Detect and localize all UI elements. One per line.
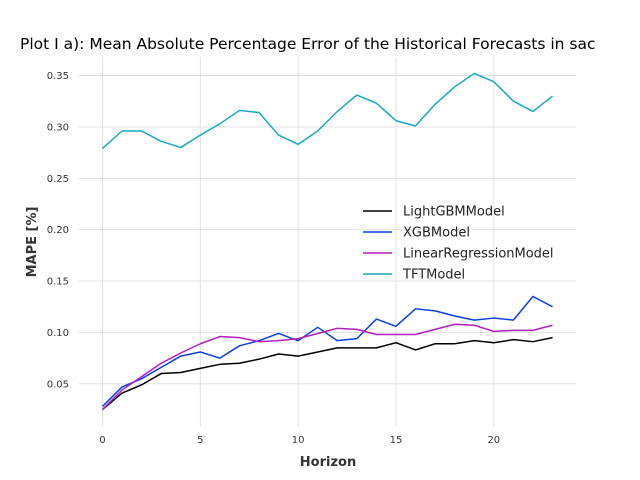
y-axis-label: MAPE [%] (25, 207, 40, 278)
x-axis-ticks: 0 5 10 15 20 (99, 435, 500, 446)
chart-title: Plot I a): Mean Absolute Percentage Erro… (20, 35, 596, 53)
legend-label: LinearRegressionModel (403, 247, 554, 262)
series-lines (101, 72, 553, 411)
legend-label: TFTModel (402, 268, 465, 283)
x-tick-label: 0 (99, 435, 105, 446)
grid (79, 57, 576, 427)
y-tick-label: 0.20 (47, 225, 69, 236)
series-line-tftmodel (101, 72, 553, 150)
legend-label: LightGBMModel (403, 205, 505, 220)
y-tick-label: 0.05 (47, 379, 69, 390)
x-tick-label: 20 (487, 435, 500, 446)
legend-label: XGBModel (403, 226, 470, 241)
y-tick-label: 0.30 (47, 122, 69, 133)
x-tick-label: 5 (197, 435, 203, 446)
y-tick-label: 0.25 (47, 174, 69, 185)
series-line-linearregressionmodel (101, 323, 553, 411)
series-line-xgbmodel (101, 295, 553, 407)
x-axis-label: Horizon (300, 455, 356, 470)
y-tick-label: 0.35 (47, 71, 69, 82)
legend: LightGBMModel XGBModel LinearRegressionMod… (363, 205, 554, 283)
y-tick-label: 0.10 (47, 328, 69, 339)
x-tick-label: 10 (292, 435, 305, 446)
y-tick-label: 0.15 (47, 277, 69, 288)
series-line-lightgbmmodel (101, 336, 553, 411)
y-axis-ticks: 0.05 0.10 0.15 0.20 0.25 0.30 0.35 (47, 71, 69, 390)
x-tick-label: 15 (390, 435, 403, 446)
